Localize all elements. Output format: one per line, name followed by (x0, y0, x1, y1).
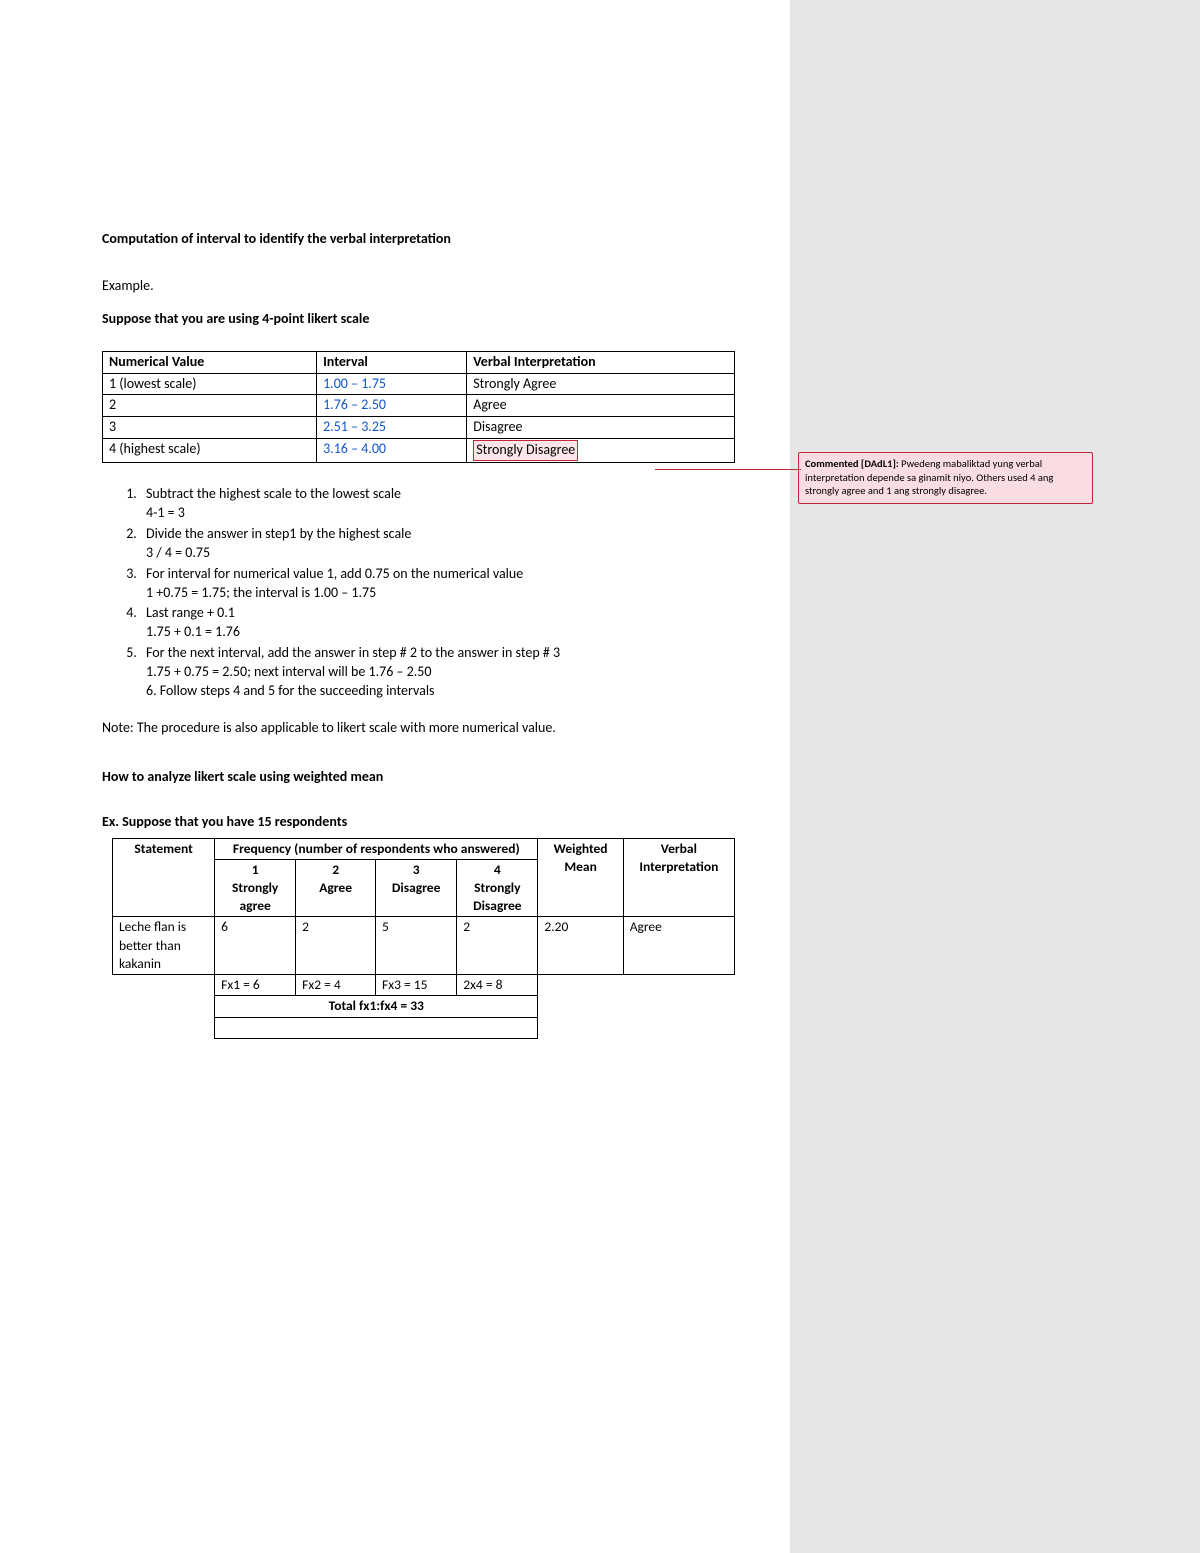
comment-author: Commented [DAdL1]: (805, 457, 901, 470)
list-item: Subtract the highest scale to the lowest… (140, 485, 735, 523)
list-item: Divide the answer in step1 by the highes… (140, 525, 735, 563)
table-row: Statement Frequency (number of responden… (113, 838, 735, 859)
cell: 3 (103, 417, 317, 439)
steps-list: Subtract the highest scale to the lowest… (140, 485, 735, 701)
step-text: Subtract the highest scale to the lowest… (146, 485, 401, 502)
step-text: For interval for numerical value 1, add … (146, 565, 523, 582)
table-row: Numerical Value Interval Verbal Interpre… (103, 351, 735, 373)
scale-num: 1 (252, 861, 259, 878)
list-item: Last range + 0.1 1.75 + 0.1 = 1.76 (140, 604, 735, 642)
cell: 2 (457, 917, 538, 975)
scale-num: 4 (494, 861, 501, 878)
doc-title: Computation of interval to identify the … (102, 230, 735, 249)
scale-label: Disagree (392, 879, 441, 896)
scale-num: 3 (413, 861, 420, 878)
cell: 2 (103, 395, 317, 417)
cell: 2x4 = 8 (457, 975, 538, 996)
table-row: 3 2.51 – 3.25 Disagree (103, 417, 735, 439)
table-row: Leche flan is better than kakanin 6 2 5 … (113, 917, 735, 975)
empty-cell (623, 975, 734, 996)
table-row: Total fx1:fx4 = 33 (113, 996, 735, 1017)
table-row: Fx1 = 6 Fx2 = 4 Fx3 = 15 2x4 = 8 (113, 975, 735, 996)
list-item: For the next interval, add the answer in… (140, 644, 735, 701)
comment-bubble[interactable]: Commented [DAdL1]: Pwedeng mabaliktad yu… (798, 452, 1093, 504)
comment-leader-line (655, 469, 801, 470)
scale-label: Strongly Disagree (473, 879, 522, 914)
step-sub: 1 +0.75 = 1.75; the interval is 1.00 – 1… (146, 584, 735, 603)
scale-num: 2 (332, 861, 339, 878)
col-header: Interval (317, 351, 467, 373)
interval-cell: 1.76 – 2.50 (317, 395, 467, 417)
suppose-line: Suppose that you are using 4-point liker… (102, 310, 735, 329)
cell: Fx3 = 15 (376, 975, 457, 996)
col-header: Verbal Interpretation (467, 351, 735, 373)
cell: Strongly Disagree (467, 439, 735, 463)
scale-label: Agree (319, 879, 352, 896)
cell: Agree (623, 917, 734, 975)
scale-label: Strongly agree (232, 879, 278, 914)
empty-cell (113, 996, 215, 1017)
weighted-mean-table: Statement Frequency (number of responden… (112, 838, 735, 1039)
cell: 6 (215, 917, 296, 975)
col-header: Numerical Value (103, 351, 317, 373)
cell: 5 (376, 917, 457, 975)
empty-cell (623, 996, 734, 1017)
step-text: Last range + 0.1 (146, 604, 235, 621)
example-label: Example. (102, 277, 735, 296)
step-sub: 3 / 4 = 0.75 (146, 544, 735, 563)
comments-pane: Commented [DAdL1]: Pwedeng mabaliktad yu… (790, 0, 1200, 1553)
step-sub: 1.75 + 0.75 = 2.50; next interval will b… (146, 663, 735, 682)
step-sub: 4-1 = 3 (146, 504, 735, 523)
step-text: Divide the answer in step1 by the highes… (146, 525, 411, 542)
empty-cell (113, 1017, 215, 1038)
ex15-line: Ex. Suppose that you have 15 respondents (102, 813, 735, 832)
page: Computation of interval to identify the … (0, 0, 1200, 1553)
empty-cell (215, 1017, 538, 1038)
col-header: 2 Agree (296, 859, 376, 917)
interval-cell: 2.51 – 3.25 (317, 417, 467, 439)
cell: 2 (296, 917, 376, 975)
col-header: 4 Strongly Disagree (457, 859, 538, 917)
interval-cell: 1.00 – 1.75 (317, 373, 467, 395)
cell: Agree (467, 395, 735, 417)
cell: Fx1 = 6 (215, 975, 296, 996)
note-line: Note: The procedure is also applicable t… (102, 719, 735, 738)
cell: Fx2 = 4 (296, 975, 376, 996)
empty-cell (623, 1017, 734, 1038)
col-header: 3 Disagree (376, 859, 457, 917)
step-sub: 1.75 + 0.1 = 1.76 (146, 623, 735, 642)
interval-table: Numerical Value Interval Verbal Interpre… (102, 351, 735, 463)
table-row: 1 (lowest scale) 1.00 – 1.75 Strongly Ag… (103, 373, 735, 395)
analyze-title: How to analyze likert scale using weight… (102, 768, 735, 787)
empty-cell (538, 975, 623, 996)
empty-cell (538, 996, 623, 1017)
empty-cell (113, 975, 215, 996)
total-cell: Total fx1:fx4 = 33 (215, 996, 538, 1017)
cell: Disagree (467, 417, 735, 439)
col-header: Statement (113, 838, 215, 917)
cell: Leche flan is better than kakanin (113, 917, 215, 975)
cell: 4 (highest scale) (103, 439, 317, 463)
commented-text[interactable]: Strongly Disagree (473, 440, 578, 461)
col-header: Verbal Interpretation (623, 838, 734, 917)
cell: 1 (lowest scale) (103, 373, 317, 395)
col-header: 1 Strongly agree (215, 859, 296, 917)
col-header: Frequency (number of respondents who ans… (215, 838, 538, 859)
table-row (113, 1017, 735, 1038)
list-item: For interval for numerical value 1, add … (140, 565, 735, 603)
interval-cell: 3.16 – 4.00 (317, 439, 467, 463)
cell: Strongly Agree (467, 373, 735, 395)
step-sub: 6. Follow steps 4 and 5 for the succeedi… (146, 682, 735, 701)
cell: 2.20 (538, 917, 623, 975)
step-text: For the next interval, add the answer in… (146, 644, 560, 661)
table-row: 4 (highest scale) 3.16 – 4.00 Strongly D… (103, 439, 735, 463)
empty-cell (538, 1017, 623, 1038)
table-row: 2 1.76 – 2.50 Agree (103, 395, 735, 417)
col-header: Weighted Mean (538, 838, 623, 917)
document-body: Computation of interval to identify the … (0, 0, 790, 1553)
